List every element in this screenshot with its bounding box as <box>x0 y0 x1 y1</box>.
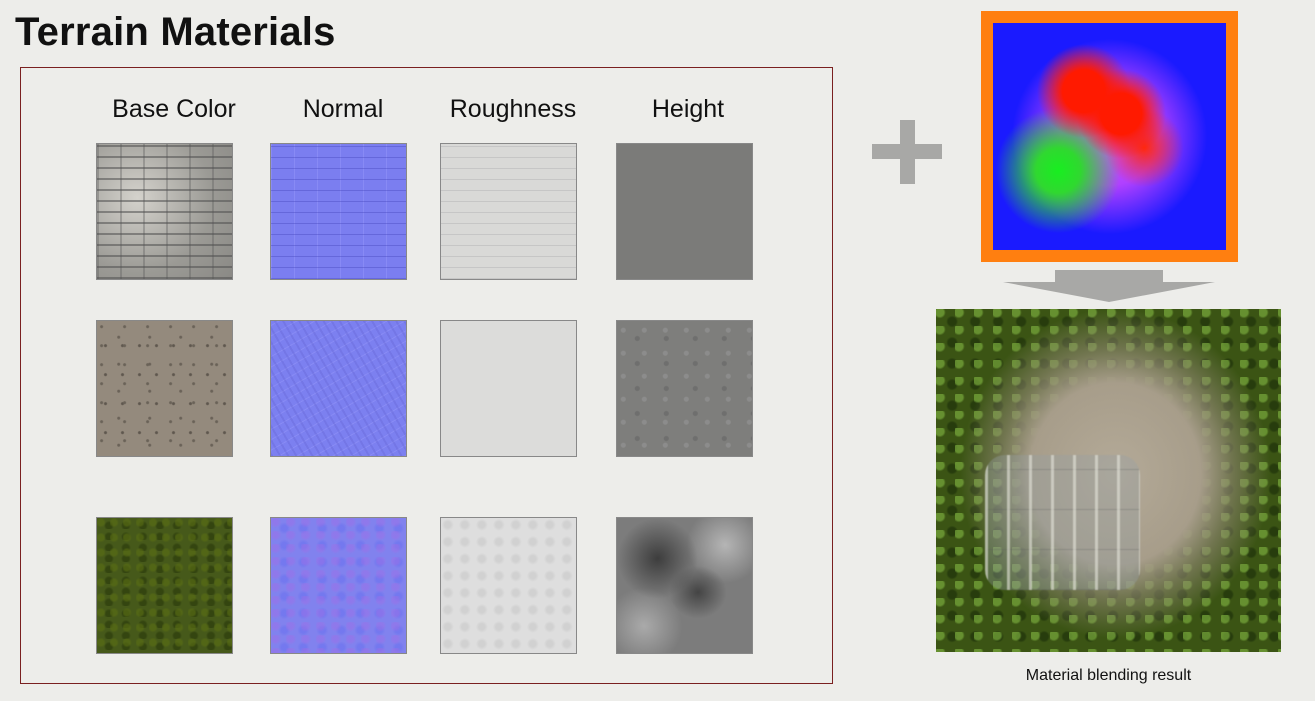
column-header-base-color: Base Color <box>112 95 236 123</box>
brick-height-texture <box>616 143 753 280</box>
grass-base-color-texture <box>96 517 233 654</box>
materials-panel <box>20 67 833 684</box>
dirt-roughness-texture <box>440 320 577 457</box>
material-blend-result-image <box>936 309 1281 652</box>
dirt-normal-texture <box>270 320 407 457</box>
grass-roughness-texture <box>440 517 577 654</box>
brick-base-color-texture <box>96 143 233 280</box>
brick-normal-texture <box>270 143 407 280</box>
slide-title: Terrain Materials <box>15 10 336 54</box>
column-header-normal: Normal <box>302 95 384 123</box>
blend-result-caption: Material blending result <box>1025 667 1192 684</box>
column-header-height: Height <box>651 95 725 123</box>
grass-normal-texture <box>270 517 407 654</box>
blended-brick-patch <box>985 455 1140 590</box>
dirt-height-texture <box>616 320 753 457</box>
dirt-base-color-texture <box>96 320 233 457</box>
grass-height-texture <box>616 517 753 654</box>
brick-roughness-texture <box>440 143 577 280</box>
down-arrow-icon <box>1003 270 1215 302</box>
column-header-roughness: Roughness <box>449 95 577 123</box>
splat-map-image <box>981 11 1238 262</box>
plus-icon <box>872 120 942 184</box>
